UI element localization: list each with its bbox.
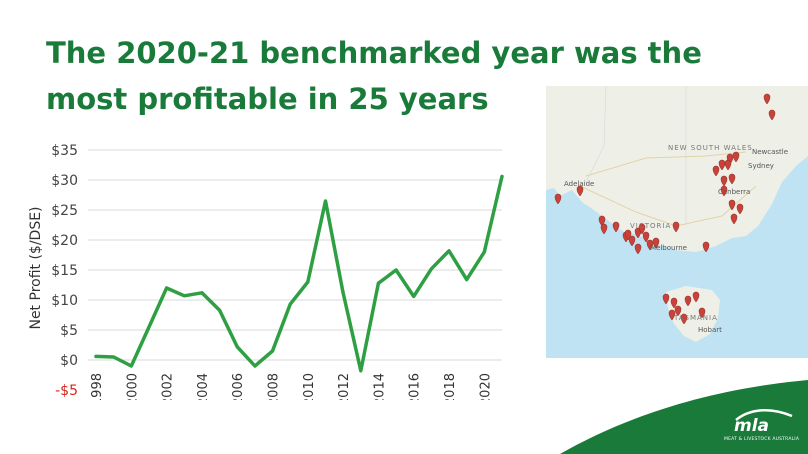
x-tick-label: 1998 [90,373,105,400]
map-pin-icon [768,109,776,121]
y-tick-label: $35 [51,143,78,159]
farm-markers [554,93,776,325]
x-tick-label: 2000 [125,373,140,400]
x-tick-label: 2006 [231,373,246,400]
map-pin-icon [554,193,562,205]
y-tick-label: $15 [51,263,78,279]
x-tick-label: 2018 [443,373,458,400]
logo-subtext: MEAT & LIVESTOCK AUSTRALIA [724,437,800,442]
brand-footer-band [560,380,808,454]
map-pin-icon [598,215,606,227]
y-tick-label: -$5 [55,383,78,399]
map-pin-icon [624,229,632,241]
map-label-nsw: NEW SOUTH WALES [668,144,753,152]
map-label-sydney: Sydney [748,162,774,170]
farm-locations-map: NEW SOUTH WALES VICTORIA TASMANIA Adelai… [546,86,808,358]
y-tick-label: $20 [51,233,78,249]
x-tick-label: 2012 [337,373,352,400]
map-pin-icon [763,93,771,105]
y-tick-label: $5 [60,323,78,339]
map-pin-icon [728,173,736,185]
logo-swoosh-icon [735,408,793,421]
map-pin-icon [642,231,650,243]
x-tick-label: 2020 [478,373,493,400]
map-pin-icon [732,151,740,163]
map-pin-icon [720,185,728,197]
map-label-victoria: VICTORIA [630,222,672,230]
x-tick-label: 2016 [408,373,423,400]
x-axis-ticks: 1998 2000 2002 2004 2006 2008 2010 2012 2014 2016… [90,373,493,400]
mla-logo: mla MEAT & LIVESTOCK AUSTRALIA [724,408,800,444]
y-axis-ticks: $35 $30 $25 $20 $15 $10 $5 $0 -$5 [51,143,78,399]
logo-word: mla [734,416,770,436]
map-pin-icon [634,227,642,239]
x-tick-label: 2002 [161,373,176,400]
x-tick-label: 2004 [196,373,211,400]
map-pin-icon [724,159,732,171]
map-pin-icon [670,297,678,309]
y-tick-label: $30 [51,173,78,189]
map-pin-icon [668,309,676,321]
net-profit-line-chart: $35 $30 $25 $20 $15 $10 $5 $0 -$5 1998 2000 2002 20… [28,143,504,400]
map-pin-icon [698,307,706,319]
map-label-canberra: Canberra [718,188,751,196]
map-label-newcastle: Newcastle [752,148,789,156]
map-label-hobart: Hobart [698,326,722,334]
map-pin-icon [628,235,636,247]
map-label-tasmania: TASMANIA [674,314,718,322]
map-pin-icon [652,237,660,249]
series-line [94,174,504,373]
map-pin-icon [674,305,682,317]
map-pin-icon [728,199,736,211]
map-pin-icon [736,203,744,215]
data-points [95,176,503,371]
y-tick-label: $25 [51,203,78,219]
map-pin-icon [680,313,688,325]
x-tick-label: 2008 [267,373,282,400]
map-pin-icon [638,223,646,235]
x-tick-label: 2014 [372,373,387,400]
map-pin-icon [672,221,680,233]
map-pin-icon [718,159,726,171]
map-pin-icon [646,239,654,251]
gridlines [88,149,502,361]
map-pin-icon [612,221,620,233]
map-pin-icon [692,291,700,303]
map-pin-icon [712,165,720,177]
map-label-adelaide: Adelaide [564,180,595,188]
map-pin-icon [576,185,584,197]
map-pin-icon [634,243,642,255]
y-axis-label: Net Profit ($/DSE) [28,206,44,329]
x-tick-label: 2010 [302,373,317,400]
map-pin-icon [702,241,710,253]
y-tick-label: $10 [51,293,78,309]
map-landmass [546,86,808,342]
map-pin-icon [662,293,670,305]
y-tick-label: $0 [60,353,78,369]
map-pin-icon [600,223,608,235]
map-pin-icon [720,175,728,187]
map-pin-icon [730,213,738,225]
map-pin-icon [684,295,692,307]
map-label-melbourne: Melbourne [650,244,687,252]
slide-title: The 2020-21 benchmarked year was the mos… [46,36,702,116]
